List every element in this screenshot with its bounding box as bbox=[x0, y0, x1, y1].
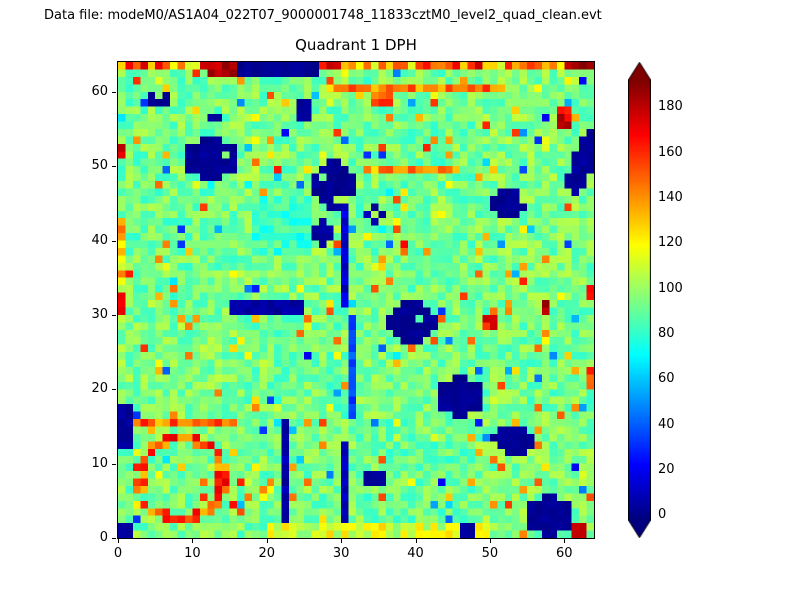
colorbar-tick-label: 0 bbox=[658, 507, 667, 523]
x-tick-mark bbox=[489, 539, 491, 543]
x-tick-label: 10 bbox=[184, 546, 201, 561]
x-tick-mark bbox=[192, 539, 194, 543]
y-tick-mark bbox=[112, 240, 116, 242]
heatmap-image bbox=[118, 62, 594, 538]
y-tick-label: 60 bbox=[91, 83, 108, 99]
x-tick-mark bbox=[266, 539, 268, 543]
x-tick-mark bbox=[118, 539, 119, 543]
x-tick-label: 50 bbox=[481, 546, 499, 561]
colorbar bbox=[628, 62, 651, 538]
x-tick-label: 60 bbox=[555, 546, 573, 561]
x-tick-label: 30 bbox=[332, 546, 350, 561]
y-tick-label: 30 bbox=[91, 306, 108, 322]
y-tick-mark bbox=[112, 91, 116, 93]
colorbar-tick-label: 120 bbox=[658, 235, 683, 251]
y-tick-label: 50 bbox=[91, 158, 108, 174]
colorbar-tick-label: 100 bbox=[658, 280, 683, 296]
heatmap-axes bbox=[117, 61, 595, 539]
colorbar-tick-label: 160 bbox=[658, 144, 683, 160]
colorbar-tick-label: 180 bbox=[658, 99, 683, 115]
y-tick-label: 40 bbox=[91, 232, 108, 248]
y-tick-label: 20 bbox=[91, 381, 108, 397]
plot-title: Quadrant 1 DPH bbox=[295, 36, 417, 54]
y-tick-label: 10 bbox=[91, 455, 108, 471]
colorbar-tick-label: 80 bbox=[658, 326, 675, 342]
x-tick-label: 20 bbox=[258, 546, 276, 561]
y-tick-mark bbox=[112, 166, 116, 168]
x-tick-mark bbox=[415, 539, 417, 543]
y-tick-mark bbox=[112, 538, 116, 539]
colorbar-tick-label: 40 bbox=[658, 416, 675, 432]
y-tick-mark bbox=[112, 389, 116, 391]
x-tick-label: 0 bbox=[113, 546, 123, 561]
y-tick-mark bbox=[112, 314, 116, 316]
datafile-label: Data file: modeM0/AS1A04_022T07_90000017… bbox=[44, 8, 602, 23]
colorbar-tick-label: 20 bbox=[658, 462, 675, 478]
colorbar-tick-label: 60 bbox=[658, 371, 675, 387]
colorbar-tick-label: 140 bbox=[658, 189, 683, 205]
y-tick-label: 0 bbox=[99, 530, 108, 545]
x-tick-mark bbox=[564, 539, 566, 543]
x-tick-label: 40 bbox=[407, 546, 424, 561]
y-tick-mark bbox=[112, 463, 116, 465]
x-tick-mark bbox=[341, 539, 343, 543]
